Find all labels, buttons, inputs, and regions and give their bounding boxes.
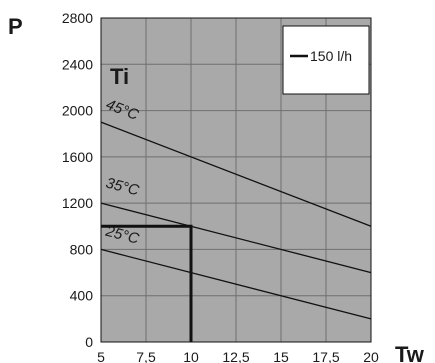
x-tick-label-6: 20: [363, 349, 379, 363]
y-tick-label-3: 1200: [62, 195, 93, 211]
series-line-2: [100, 248, 372, 320]
x-tick-label-0: 5: [97, 349, 105, 363]
legend: 150 l/h: [282, 25, 370, 95]
reading-guide-line: [101, 224, 193, 342]
legend-entry: 150 l/h: [310, 48, 352, 64]
x-tick-label-2: 10: [183, 349, 199, 363]
y-tick-label-4: 1600: [62, 149, 93, 165]
x-tick-label-1: 7,5: [136, 349, 156, 363]
y-tick-label-6: 2400: [62, 56, 93, 72]
y-tick-label-2: 800: [70, 241, 94, 257]
series-line-1: [100, 202, 372, 274]
series-group: [100, 121, 372, 320]
y-tick-label-0: 0: [85, 334, 93, 350]
x-tick-label-5: 17,5: [312, 349, 339, 363]
plot-frame: [100, 17, 372, 343]
tick-labels: 5 7,5 10 12,5 15 17,5 20 0 400 800 1200 1600 2000 240…: [62, 10, 379, 363]
panel-label: Ti: [110, 64, 129, 89]
y-tick-label-7: 2800: [62, 10, 93, 26]
y-tick-label-1: 400: [70, 288, 94, 304]
y-axis-title: P: [8, 14, 23, 39]
x-tick-label-4: 15: [273, 349, 289, 363]
series-line-0: [100, 121, 372, 227]
x-tick-label-3: 12,5: [222, 349, 249, 363]
legend-box: [282, 25, 370, 95]
y-tick-label-5: 2000: [62, 103, 93, 119]
x-axis-title: Tw: [395, 342, 425, 363]
